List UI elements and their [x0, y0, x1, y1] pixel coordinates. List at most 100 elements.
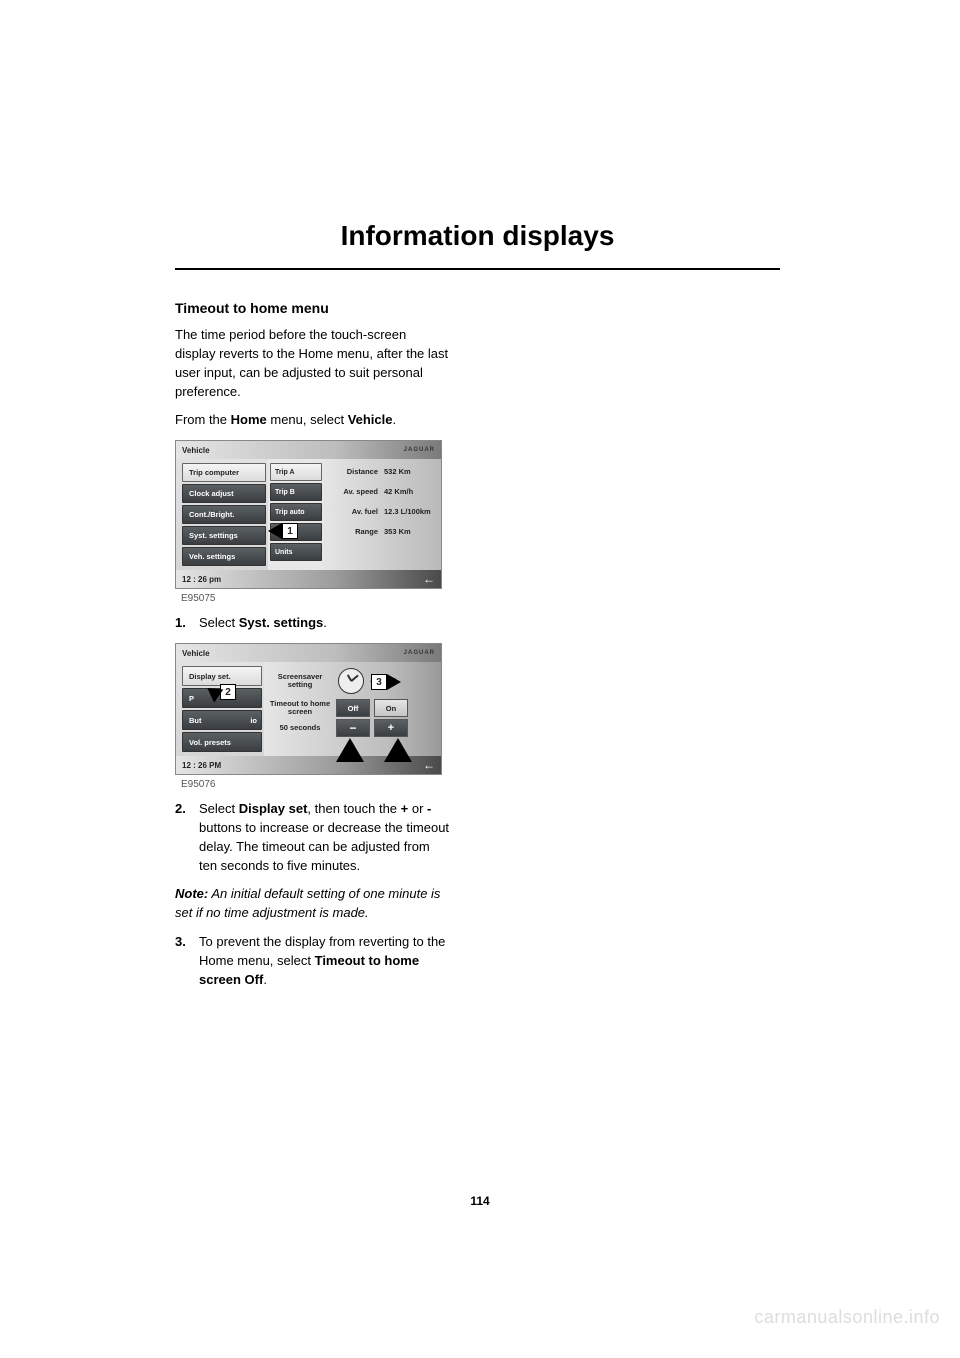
step-list: 3. To prevent the display from reverting…	[175, 933, 450, 990]
big-arrow-icon	[384, 734, 412, 762]
off-button[interactable]: Off	[336, 699, 370, 717]
step-list: 2. Select Display set, then touch the + …	[175, 800, 450, 875]
text: .	[263, 972, 267, 987]
side-button-display-set[interactable]: Display set.	[182, 666, 262, 686]
note-paragraph: Note: An initial default setting of one …	[175, 885, 450, 923]
page-title: Information displays	[175, 220, 780, 252]
bold-text: Home	[231, 412, 267, 427]
side-button-column: Display set. P But io Vol. presets	[176, 662, 264, 756]
figure-caption: E95076	[181, 779, 450, 790]
text: buttons to increase or decrease the time…	[199, 820, 449, 873]
footer-time: 12 : 26 PM	[182, 761, 221, 770]
timeout-value: 50 seconds	[268, 724, 332, 732]
screenshot-header: Vehicle JAGUAR	[176, 441, 441, 459]
back-arrow-icon[interactable]: ←	[423, 758, 435, 772]
data-label: Distance	[324, 467, 384, 476]
text: P	[189, 694, 194, 703]
watermark: carmanualsonline.info	[754, 1307, 940, 1328]
side-button[interactable]: Cont./Bright.	[182, 505, 266, 524]
step-number: 2.	[175, 800, 186, 819]
callout-1: 1	[268, 523, 298, 539]
section-heading: Timeout to home menu	[175, 300, 450, 316]
mid-button[interactable]: Trip A	[270, 463, 322, 481]
data-label: Av. fuel	[324, 507, 384, 516]
header-title: Vehicle	[182, 649, 210, 658]
text: Select	[199, 615, 239, 630]
title-rule	[175, 268, 780, 270]
text: .	[393, 412, 397, 427]
text: But	[189, 716, 202, 725]
timeout-row: Timeout to home screen Off On	[268, 698, 435, 718]
mid-button-column: Trip A Trip B Trip auto eset Units	[268, 459, 322, 570]
data-row: Range353 Km	[324, 521, 437, 541]
step-number: 1.	[175, 614, 186, 633]
callout-arrow-icon	[268, 523, 282, 539]
side-button-column: Trip computer Clock adjust Cont./Bright.…	[176, 459, 268, 570]
figure-caption: E95075	[181, 593, 450, 604]
data-value: 42 Km/h	[384, 487, 413, 496]
step-3: 3. To prevent the display from reverting…	[175, 933, 450, 990]
data-row: Av. speed42 Km/h	[324, 481, 437, 501]
side-button[interactable]: Trip computer	[182, 463, 266, 482]
text: or	[408, 801, 427, 816]
step-list: 1. Select Syst. settings.	[175, 614, 450, 633]
side-button[interactable]: But io	[182, 710, 262, 730]
timeout-label: Timeout to home screen	[268, 700, 332, 717]
big-arrow-icon	[336, 734, 364, 762]
text: .	[323, 615, 327, 630]
step-1: 1. Select Syst. settings.	[175, 614, 450, 633]
callout-number: 3	[371, 674, 387, 690]
data-value: 353 Km	[384, 527, 411, 536]
bold-text: Display set	[239, 801, 308, 816]
mid-button[interactable]: Units	[270, 543, 322, 561]
data-column: Distance532 Km Av. speed42 Km/h Av. fuel…	[322, 459, 441, 570]
from-home-line: From the Home menu, select Vehicle.	[175, 411, 450, 430]
right-panel: Screensaver setting JAGUAR Timeout to ho…	[264, 662, 441, 756]
text: Select	[199, 801, 239, 816]
brand-logo: JAGUAR	[404, 447, 435, 453]
side-button-syst-settings[interactable]: Syst. settings	[182, 526, 266, 545]
clock-icon	[338, 668, 364, 694]
bold-text: Vehicle	[348, 412, 393, 427]
step-number: 3.	[175, 933, 186, 952]
bold-text: -	[427, 801, 431, 816]
text: From the	[175, 412, 231, 427]
note-body: An initial default setting of one minute…	[175, 886, 440, 920]
mid-button[interactable]: Trip B	[270, 483, 322, 501]
footer-time: 12 : 26 pm	[182, 575, 221, 584]
text: , then touch the	[307, 801, 400, 816]
intro-paragraph: The time period before the touch-screen …	[175, 326, 450, 401]
mid-button[interactable]: Trip auto	[270, 503, 322, 521]
data-label: Av. speed	[324, 487, 384, 496]
callout-3: 3	[371, 674, 401, 690]
step-2: 2. Select Display set, then touch the + …	[175, 800, 450, 875]
side-button[interactable]: Clock adjust	[182, 484, 266, 503]
callout-arrow-icon	[387, 674, 401, 690]
figure-2-screenshot: Vehicle JAGUAR Display set. P But io Vol…	[175, 643, 442, 775]
left-column: Timeout to home menu The time period bef…	[175, 300, 450, 990]
screenshot-body: Display set. P But io Vol. presets Scree…	[176, 662, 441, 756]
page-number: 114	[0, 1194, 960, 1208]
side-button[interactable]: Vol. presets	[182, 732, 262, 752]
callout-number: 2	[220, 684, 236, 700]
screenshot-body: Trip computer Clock adjust Cont./Bright.…	[176, 459, 441, 570]
side-button[interactable]: Veh. settings	[182, 547, 266, 566]
data-value: 532 Km	[384, 467, 411, 476]
document-page: Information displays Timeout to home men…	[0, 0, 960, 1358]
bold-text: Syst. settings	[239, 615, 324, 630]
data-label: Range	[324, 527, 384, 536]
back-arrow-icon[interactable]: ←	[423, 572, 435, 586]
data-row: Av. fuel12.3 L/100km	[324, 501, 437, 521]
text: menu, select	[267, 412, 348, 427]
note-label: Note:	[175, 886, 208, 901]
screensaver-label: Screensaver setting	[268, 673, 332, 690]
text: io	[250, 716, 257, 725]
figure-1-screenshot: Vehicle JAGUAR Trip computer Clock adjus…	[175, 440, 442, 589]
on-button[interactable]: On	[374, 699, 408, 717]
callout-number: 1	[282, 523, 298, 539]
screenshot-header: Vehicle JAGUAR	[176, 644, 441, 662]
screenshot-footer: 12 : 26 pm ←	[176, 570, 441, 588]
data-value: 12.3 L/100km	[384, 507, 431, 516]
callout-2: 2	[206, 684, 236, 700]
header-title: Vehicle	[182, 446, 210, 455]
